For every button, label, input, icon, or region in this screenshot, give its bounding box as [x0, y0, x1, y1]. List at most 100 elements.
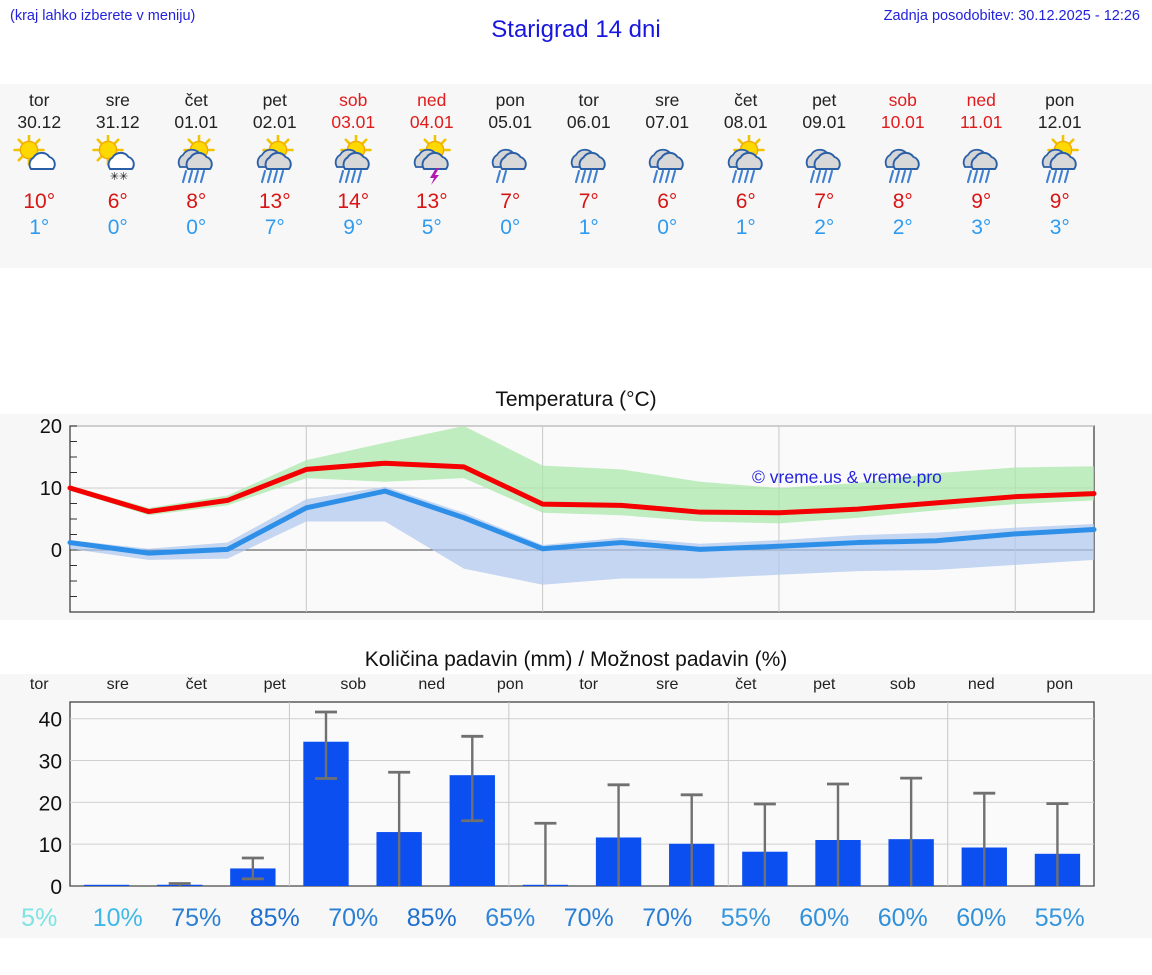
sun-cloud-thunder-icon: [393, 134, 472, 188]
forecast-day-column[interactable]: čet 01.01 8° 0°: [157, 84, 236, 241]
cloud-rain-icon: [785, 134, 864, 188]
svg-text:✳: ✳: [110, 170, 119, 183]
precip-day-label: čet: [735, 676, 757, 693]
day-min-temp: 0°: [657, 216, 678, 239]
sun-cloud-snow-icon: ✳ ✳: [79, 134, 158, 188]
day-date: 12.01: [1037, 112, 1082, 132]
precip-day-label: tor: [29, 676, 49, 693]
temperature-line: [67, 488, 1097, 556]
forecast-day-column[interactable]: ned 11.01 9° 3°: [942, 84, 1021, 241]
day-max-temp: 6°: [657, 190, 678, 213]
day-max-temp: 14°: [337, 190, 370, 213]
forecast-day-column[interactable]: pet 02.01 13° 7°: [236, 84, 315, 241]
day-max-temp: 8°: [892, 190, 913, 213]
precipitation-probability: 70%: [563, 903, 614, 932]
y-axis-tick-label: 20: [39, 792, 62, 815]
day-name: sre: [655, 90, 680, 110]
temperature-chart: 0 10 20 © vreme.us & vreme.pro: [0, 414, 1152, 620]
day-date: 02.01: [252, 112, 297, 132]
forecast-day-column[interactable]: pet 09.01 7° 2°: [785, 84, 864, 241]
day-columns: tor 30.12 10° 1° sre 31.12 ✳ ✳ 6° 0° čet 01.01 8° 0° p…: [0, 84, 1152, 241]
day-min-temp: 1°: [735, 216, 756, 239]
forecast-day-column[interactable]: pon 05.01 7° 0°: [471, 84, 550, 241]
day-date: 10.01: [880, 112, 925, 132]
sun-cloud-rain-icon: [1021, 134, 1100, 188]
precipitation-probability: 60%: [956, 903, 1007, 932]
precip-day-label: sre: [656, 676, 679, 693]
day-min-temp: 2°: [814, 216, 835, 239]
day-max-temp: 7°: [500, 190, 521, 213]
day-max-temp: 10°: [23, 190, 56, 213]
day-max-temp: 6°: [735, 190, 756, 213]
menu-hint-text: (kraj lahko izberete v meniju): [10, 8, 196, 24]
precipitation-probability: 70%: [642, 903, 693, 932]
page-header: (kraj lahko izberete v meniju) Starigrad…: [0, 0, 1152, 44]
day-date: 11.01: [960, 112, 1003, 132]
y-axis-tick-label: 0: [51, 540, 62, 562]
last-updated-text: Zadnja posodobitev: 30.12.2025 - 12:26: [883, 8, 1140, 24]
day-name: tor: [578, 90, 599, 110]
precipitation-probability: 60%: [877, 903, 928, 932]
day-date: 05.01: [488, 112, 533, 132]
precip-day-label: ned: [967, 676, 995, 693]
day-min-temp: 7°: [264, 216, 285, 239]
precip-day-label: sre: [106, 676, 129, 693]
precipitation-probability: 10%: [92, 903, 143, 932]
precip-day-label: pon: [1046, 676, 1074, 693]
precipitation-probability: 60%: [799, 903, 850, 932]
precipitation-probability-row: 5% 10% 75% 85% 70% 85% 65% 70% 70% 55% 60% 60% 60% 55…: [0, 898, 1152, 938]
day-date: 09.01: [802, 112, 847, 132]
day-max-temp: 8°: [186, 190, 207, 213]
day-name: ned: [417, 90, 447, 110]
plot-area: [69, 425, 1095, 613]
y-axis-tick-label: 40: [39, 709, 62, 732]
day-max-temp: 7°: [814, 190, 835, 213]
day-name: pet: [262, 90, 287, 110]
forecast-day-column[interactable]: sob 10.01 8° 2°: [864, 84, 943, 241]
forecast-day-column[interactable]: tor 06.01 7° 1°: [550, 84, 629, 241]
day-max-temp: 13°: [415, 190, 448, 213]
day-min-temp: 3°: [1049, 216, 1070, 239]
day-name: pet: [812, 90, 837, 110]
sun-cloud-rain-icon: [236, 134, 315, 188]
cloud-light-rain-icon: [471, 134, 550, 188]
page-title: Starigrad 14 dni: [491, 16, 661, 43]
day-name: sob: [888, 90, 917, 110]
forecast-day-column[interactable]: tor 30.12 10° 1°: [0, 84, 79, 241]
day-name: ned: [966, 90, 996, 110]
daily-forecast-strip: tor 30.12 10° 1° sre 31.12 ✳ ✳ 6° 0° čet 01.01 8° 0° p…: [0, 84, 1152, 268]
forecast-day-column[interactable]: čet 08.01 6° 1°: [707, 84, 786, 241]
day-max-temp: 9°: [1049, 190, 1070, 213]
sun-cloud-rain-icon: [314, 134, 393, 188]
day-min-temp: 1°: [29, 216, 50, 239]
day-min-temp: 0°: [107, 216, 128, 239]
precip-day-label: sob: [889, 676, 916, 693]
day-max-temp: 7°: [578, 190, 599, 213]
forecast-day-column[interactable]: ned 04.01 13° 5°: [393, 84, 472, 241]
forecast-day-column[interactable]: sre 07.01 6° 0°: [628, 84, 707, 241]
precip-day-label: pet: [263, 676, 286, 693]
y-axis-tick-label: 30: [39, 751, 62, 774]
forecast-day-column[interactable]: sob 03.01 14° 9°: [314, 84, 393, 241]
precip-day-label: pet: [813, 676, 836, 693]
precip-day-label: tor: [579, 676, 599, 693]
y-axis-tick-label: 20: [40, 416, 62, 438]
day-name: pon: [495, 90, 525, 110]
day-date: 03.01: [331, 112, 376, 132]
cloud-rain-icon: [550, 134, 629, 188]
cloud-rain-icon: [628, 134, 707, 188]
day-name: pon: [1045, 90, 1075, 110]
forecast-day-column[interactable]: pon 12.01 9° 3°: [1021, 84, 1100, 241]
day-min-temp: 5°: [421, 216, 442, 239]
day-date: 06.01: [566, 112, 611, 132]
cloud-rain-icon: [864, 134, 943, 188]
day-min-temp: 2°: [892, 216, 913, 239]
day-max-temp: 9°: [971, 190, 992, 213]
forecast-day-column[interactable]: sre 31.12 ✳ ✳ 6° 0°: [79, 84, 158, 241]
precipitation-probability: 65%: [485, 903, 536, 932]
watermark-text: © vreme.us & vreme.pro: [752, 467, 942, 487]
precipitation-chart-title: Količina padavin (mm) / Možnost padavin …: [364, 648, 788, 671]
temperature-chart-title: Temperatura (°C): [495, 388, 657, 411]
day-date: 01.01: [174, 112, 219, 132]
sun-cloud-rain-icon: [157, 134, 236, 188]
